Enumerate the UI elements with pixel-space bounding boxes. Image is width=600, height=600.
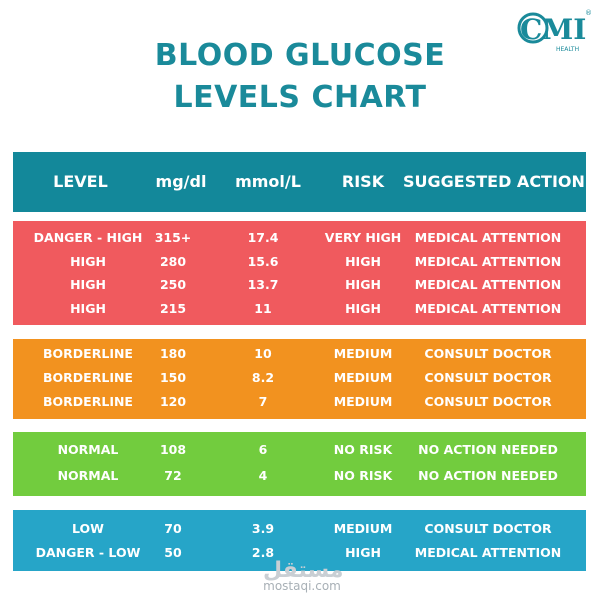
level-cell: HIGH bbox=[70, 254, 106, 269]
mmol-cell: 13.7 bbox=[247, 277, 279, 292]
action-cell: CONSULT DOCTOR bbox=[424, 370, 552, 385]
logo-letters: CMI bbox=[520, 13, 586, 46]
mgdl-cell: 215 bbox=[159, 301, 187, 316]
action-cell: NO ACTION NEEDED bbox=[418, 468, 558, 483]
mgdl-cell: 72 bbox=[164, 468, 182, 483]
header-level: LEVEL bbox=[53, 172, 108, 191]
table-row: DANGER - HIGH 315+ 17.4 VERY HIGH MEDICA… bbox=[13, 227, 586, 249]
mgdl-cell: 50 bbox=[164, 545, 182, 560]
level-cell: LOW bbox=[72, 521, 104, 536]
level-cell: BORDERLINE bbox=[43, 394, 133, 409]
table-row: BORDERLINE 120 7 MEDIUM CONSULT DOCTOR bbox=[13, 391, 586, 413]
header-mmol: mmol/L bbox=[235, 172, 301, 191]
cmi-health-logo: CMI HEALTH ® bbox=[516, 6, 592, 54]
level-cell: BORDERLINE bbox=[43, 370, 133, 385]
table-row: HIGH 215 11 HIGH MEDICAL ATTENTION bbox=[13, 298, 586, 320]
risk-cell: HIGH bbox=[345, 277, 381, 292]
risk-cell: HIGH bbox=[345, 254, 381, 269]
danger-high-group: DANGER - HIGH 315+ 17.4 VERY HIGH MEDICA… bbox=[13, 221, 586, 325]
action-cell: NO ACTION NEEDED bbox=[418, 442, 558, 457]
mgdl-cell: 120 bbox=[159, 394, 187, 409]
risk-cell: HIGH bbox=[345, 301, 381, 316]
action-cell: CONSULT DOCTOR bbox=[424, 346, 552, 361]
chart-title-line-1: BLOOD GLUCOSE bbox=[154, 38, 446, 73]
action-cell: MEDICAL ATTENTION bbox=[414, 301, 562, 316]
table-row: DANGER - LOW 50 2.8 HIGH MEDICAL ATTENTI… bbox=[13, 542, 586, 564]
risk-cell: MEDIUM bbox=[333, 521, 393, 536]
mmol-cell: 4 bbox=[258, 468, 268, 483]
mmol-cell: 15.6 bbox=[247, 254, 279, 269]
logo-sub: HEALTH bbox=[556, 46, 579, 53]
table-row: NORMAL 108 6 NO RISK NO ACTION NEEDED bbox=[13, 439, 586, 461]
level-cell: NORMAL bbox=[57, 442, 119, 457]
mgdl-cell: 108 bbox=[159, 442, 187, 457]
level-cell: DANGER - LOW bbox=[35, 545, 141, 560]
mmol-cell: 11 bbox=[254, 301, 272, 316]
action-cell: MEDICAL ATTENTION bbox=[414, 277, 562, 292]
risk-cell: HIGH bbox=[345, 545, 381, 560]
risk-cell: MEDIUM bbox=[333, 346, 393, 361]
table-row: BORDERLINE 150 8.2 MEDIUM CONSULT DOCTOR bbox=[13, 367, 586, 389]
action-cell: CONSULT DOCTOR bbox=[424, 521, 552, 536]
logo-registered: ® bbox=[585, 9, 592, 17]
header-risk: RISK bbox=[341, 172, 385, 191]
action-cell: MEDICAL ATTENTION bbox=[414, 545, 562, 560]
level-cell: DANGER - HIGH bbox=[33, 230, 143, 245]
mgdl-cell: 70 bbox=[164, 521, 182, 536]
mgdl-cell: 150 bbox=[159, 370, 187, 385]
watermark-arabic: مستقل bbox=[263, 558, 344, 583]
mgdl-cell: 180 bbox=[159, 346, 187, 361]
table-header: LEVEL mg/dl mmol/L RISK SUGGESTED ACTION bbox=[13, 152, 586, 212]
table-row: BORDERLINE 180 10 MEDIUM CONSULT DOCTOR bbox=[13, 343, 586, 365]
mmol-cell: 10 bbox=[254, 346, 272, 361]
level-cell: HIGH bbox=[70, 301, 106, 316]
watermark-url: mostaqi.com bbox=[263, 579, 341, 593]
level-cell: NORMAL bbox=[57, 468, 119, 483]
table-row: HIGH 250 13.7 HIGH MEDICAL ATTENTION bbox=[13, 274, 586, 296]
risk-cell: NO RISK bbox=[333, 442, 393, 457]
mgdl-cell: 280 bbox=[159, 254, 187, 269]
mmol-cell: 8.2 bbox=[251, 370, 275, 385]
chart-title-line-2: LEVELS CHART bbox=[173, 80, 427, 115]
table-row: NORMAL 72 4 NO RISK NO ACTION NEEDED bbox=[13, 465, 586, 487]
mgdl-cell: 250 bbox=[159, 277, 187, 292]
mmol-cell: 2.8 bbox=[251, 545, 275, 560]
header-mgdl: mg/dl bbox=[155, 172, 207, 191]
action-cell: MEDICAL ATTENTION bbox=[414, 254, 562, 269]
risk-cell: MEDIUM bbox=[333, 394, 393, 409]
low-group: LOW 70 3.9 MEDIUM CONSULT DOCTOR DANGER … bbox=[13, 510, 586, 571]
mmol-cell: 6 bbox=[258, 442, 268, 457]
action-cell: CONSULT DOCTOR bbox=[424, 394, 552, 409]
risk-cell: NO RISK bbox=[333, 468, 393, 483]
level-cell: HIGH bbox=[70, 277, 106, 292]
mmol-cell: 3.9 bbox=[251, 521, 275, 536]
action-cell: MEDICAL ATTENTION bbox=[414, 230, 562, 245]
normal-group: NORMAL 108 6 NO RISK NO ACTION NEEDED NO… bbox=[13, 432, 586, 496]
risk-cell: MEDIUM bbox=[333, 370, 393, 385]
borderline-group: BORDERLINE 180 10 MEDIUM CONSULT DOCTOR … bbox=[13, 339, 586, 419]
cmi-logo-icon: CMI HEALTH ® bbox=[517, 9, 592, 53]
mgdl-cell: 315+ bbox=[154, 230, 192, 245]
table-row: HIGH 280 15.6 HIGH MEDICAL ATTENTION bbox=[13, 251, 586, 273]
mmol-cell: 7 bbox=[258, 394, 268, 409]
risk-cell: VERY HIGH bbox=[324, 230, 402, 245]
mmol-cell: 17.4 bbox=[247, 230, 279, 245]
header-suggested-action: SUGGESTED ACTION bbox=[403, 172, 585, 191]
table-row: LOW 70 3.9 MEDIUM CONSULT DOCTOR bbox=[13, 518, 586, 540]
level-cell: BORDERLINE bbox=[43, 346, 133, 361]
